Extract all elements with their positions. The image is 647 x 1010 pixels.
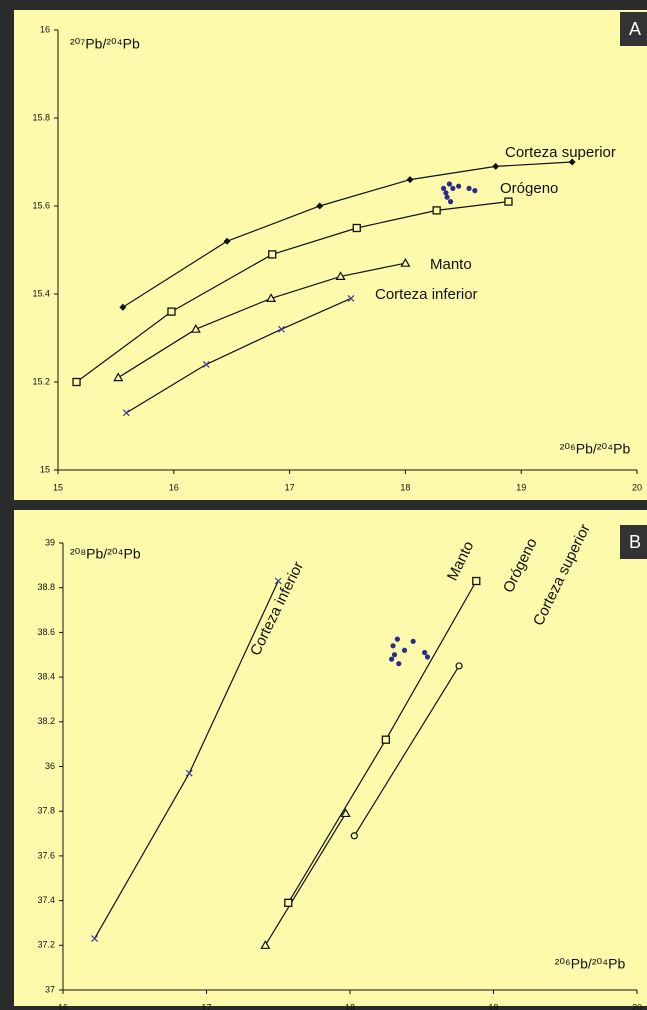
panel-letter-box — [620, 12, 647, 46]
marker — [472, 188, 478, 194]
x-tick-label: 18 — [400, 482, 410, 492]
panel-letter: B — [629, 532, 641, 552]
marker — [335, 271, 346, 280]
series-line — [264, 813, 347, 946]
y-axis-label: ²⁰⁷Pb/²⁰⁴Pb — [70, 36, 140, 52]
marker — [394, 636, 400, 642]
y-tick-label: 15.2 — [32, 376, 50, 386]
marker — [113, 372, 124, 382]
y-tick-label: 37.6 — [37, 850, 55, 860]
marker — [347, 294, 355, 302]
marker — [390, 643, 396, 649]
series-label: Corteza inferior — [375, 286, 478, 303]
marker — [190, 323, 201, 333]
marker — [472, 576, 481, 586]
marker — [72, 377, 81, 387]
marker — [441, 185, 447, 191]
marker — [456, 183, 462, 189]
marker — [167, 307, 176, 316]
marker — [391, 652, 398, 658]
marker — [91, 935, 98, 943]
x-tick-label: 16 — [58, 1002, 68, 1010]
y-tick-label: 38.4 — [37, 671, 55, 681]
series-label: Manto — [430, 256, 472, 273]
x-tick-label: 17 — [285, 482, 295, 492]
series-label: Corteza superior — [505, 144, 616, 161]
marker — [568, 158, 576, 166]
marker — [122, 409, 130, 417]
marker — [400, 257, 411, 267]
marker — [396, 661, 402, 667]
marker — [274, 577, 282, 585]
series-line — [76, 201, 509, 383]
series-line — [126, 297, 352, 414]
marker — [422, 649, 428, 656]
marker — [340, 808, 351, 818]
x-tick-label: 19 — [516, 482, 526, 492]
y-tick-label: 36 — [45, 761, 55, 771]
y-tick-label: 37.8 — [37, 806, 55, 816]
series-label: Orógeno — [500, 180, 558, 197]
x-tick-label: 20 — [632, 482, 642, 492]
x-axis-label: ²⁰⁶Pb/²⁰⁴Pb — [560, 441, 631, 457]
x-tick-label: 17 — [201, 1002, 211, 1010]
y-tick-label: 38.8 — [37, 582, 55, 592]
marker — [119, 303, 127, 311]
y-tick-label: 38.2 — [37, 716, 55, 726]
x-tick-label: 20 — [632, 1002, 642, 1010]
marker — [444, 194, 450, 200]
marker — [185, 769, 193, 777]
x-tick-label: 16 — [169, 482, 179, 492]
marker — [492, 162, 500, 170]
panel-background — [14, 510, 647, 1006]
marker — [266, 293, 277, 302]
y-axis-label: ²⁰⁸Pb/²⁰⁴Pb — [70, 546, 141, 562]
marker — [284, 898, 293, 907]
marker — [268, 250, 277, 259]
marker — [352, 223, 361, 233]
marker — [389, 656, 395, 662]
marker — [410, 638, 416, 644]
marker — [406, 176, 414, 184]
marker — [316, 202, 324, 210]
marker — [466, 185, 472, 191]
panel-letter: A — [629, 19, 641, 39]
y-tick-label: 39 — [45, 537, 55, 547]
y-tick-label: 38.6 — [37, 627, 55, 637]
marker — [432, 206, 441, 215]
panel-background — [14, 10, 647, 500]
marker — [223, 237, 231, 245]
marker — [443, 190, 449, 196]
marker — [350, 832, 358, 840]
y-tick-label: 16 — [40, 24, 50, 34]
y-tick-label: 15 — [40, 464, 50, 474]
marker — [260, 940, 271, 949]
y-tick-label: 37.4 — [37, 895, 55, 905]
marker — [278, 325, 285, 333]
series-line — [353, 665, 460, 837]
y-tick-label: 15.6 — [32, 200, 50, 210]
marker — [446, 181, 453, 187]
x-axis-label: ²⁰⁶Pb/²⁰⁴Pb — [555, 956, 626, 972]
y-tick-label: 15.8 — [32, 112, 50, 122]
panel-letter-box — [620, 525, 647, 559]
y-tick-label: 37.2 — [37, 940, 55, 950]
marker — [202, 360, 210, 368]
y-tick-label: 37 — [45, 984, 55, 994]
marker — [424, 654, 431, 660]
marker — [401, 647, 408, 653]
y-tick-label: 15.4 — [32, 288, 50, 298]
marker — [381, 735, 391, 744]
marker — [447, 199, 454, 205]
x-tick-label: 15 — [53, 482, 63, 492]
marker — [455, 662, 463, 670]
marker — [504, 197, 513, 206]
x-tick-label: 18 — [345, 1002, 355, 1010]
marker — [450, 185, 456, 191]
x-tick-label: 19 — [488, 1002, 498, 1010]
series-line — [122, 161, 573, 308]
